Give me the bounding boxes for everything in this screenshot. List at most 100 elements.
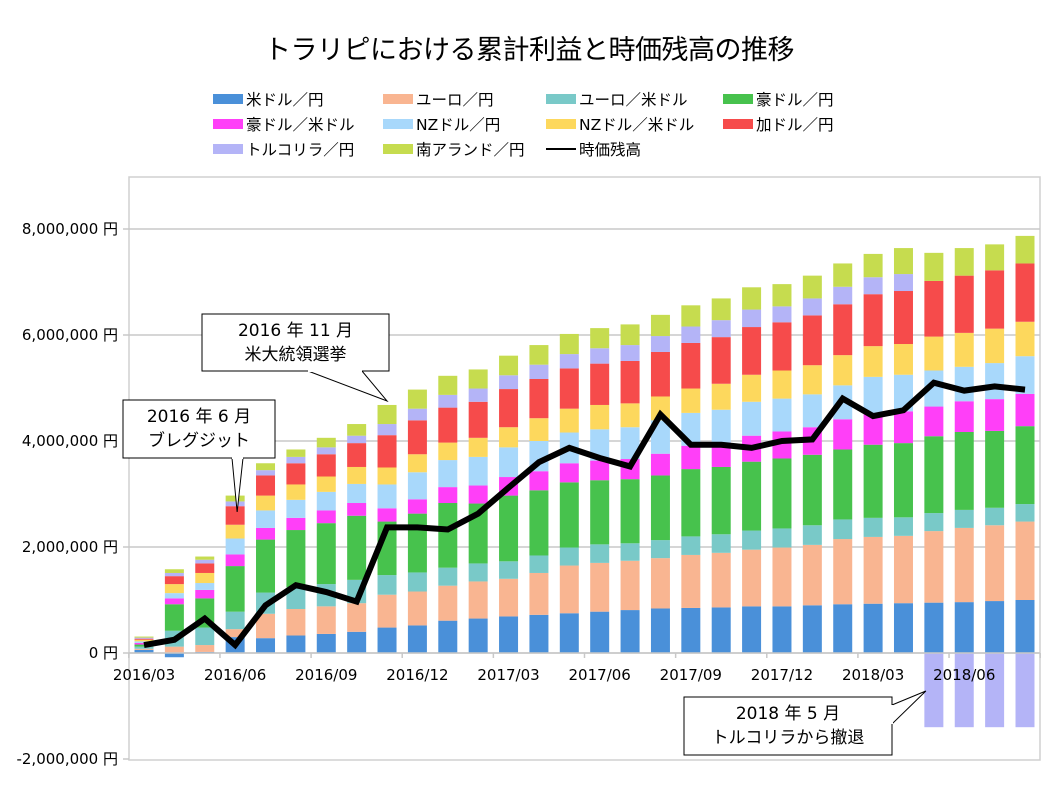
bar-segment — [772, 284, 792, 307]
bar-segment — [772, 547, 792, 607]
bar-segment — [164, 598, 184, 605]
bar-segment — [316, 633, 336, 653]
legend-label: NZドル／円 — [416, 116, 501, 134]
bar-segment — [772, 370, 792, 399]
bar-segment — [438, 460, 458, 488]
bar-segment — [377, 575, 397, 595]
bar-segment — [499, 447, 519, 478]
legend-item: NZドル／米ドル — [546, 113, 694, 135]
bar-segment — [559, 333, 579, 355]
annotation-box — [683, 696, 893, 756]
bar-segment — [620, 324, 640, 346]
bar-segment — [620, 543, 640, 561]
legend-label: ユーロ／米ドル — [579, 91, 688, 109]
bar-segment — [225, 538, 245, 555]
legend-item: トルコリラ／円 — [213, 138, 354, 160]
bar-segment — [954, 401, 974, 432]
annotation-text: 2016 年 6 月 — [147, 407, 251, 427]
x-tick-label: 2017/06 — [569, 666, 631, 684]
bar-segment — [256, 613, 276, 639]
bar-segment — [225, 629, 245, 638]
bar-segment — [407, 572, 427, 592]
plot-frame — [128, 176, 1041, 761]
bar-segment — [620, 360, 640, 404]
bar-segment — [1015, 356, 1035, 394]
bar-segment — [407, 499, 427, 514]
legend-swatch-icon — [383, 119, 413, 129]
bar-segment — [286, 449, 306, 457]
legend-item: 時価残高 — [546, 138, 641, 160]
x-tick-label: 2016/06 — [204, 666, 266, 684]
bar-segment — [833, 604, 853, 653]
bar-segment — [225, 495, 245, 502]
annotation-box — [122, 399, 276, 459]
bar-segment — [134, 637, 154, 639]
annotation-text: ブレグジット — [148, 430, 250, 451]
legend-swatch-icon — [723, 94, 753, 104]
bar-segment — [256, 463, 276, 471]
bar-segment — [954, 653, 974, 728]
bar-segment — [529, 364, 549, 379]
bar-segment — [468, 456, 488, 486]
bar-segment — [802, 454, 822, 526]
bar-segment — [164, 569, 184, 573]
bar-segment — [742, 549, 762, 607]
bar-segment — [863, 603, 883, 653]
legend-line-icon — [546, 148, 576, 150]
bar-segment — [195, 589, 215, 599]
legend-swatch-icon — [723, 119, 753, 129]
bar-segment — [711, 383, 731, 410]
annotation-box — [201, 313, 390, 372]
y-tick-label: 2,000,000 円 — [22, 538, 118, 556]
bar-segment — [590, 404, 610, 430]
bar-segment — [164, 576, 184, 585]
bar-segment — [407, 389, 427, 409]
bar-segment — [499, 355, 519, 376]
bar-segment — [256, 638, 276, 653]
bar-segment — [286, 635, 306, 653]
bar-segment — [893, 443, 913, 518]
bar-segment — [742, 287, 762, 310]
bar-segment — [772, 306, 792, 323]
bar-segment — [438, 487, 458, 504]
annotation-pointer — [307, 370, 389, 403]
bar-segment — [590, 429, 610, 461]
bar-segment — [863, 412, 883, 445]
x-tick-label: 2018/03 — [842, 666, 904, 684]
bar-segment — [620, 345, 640, 361]
bar-segment — [802, 298, 822, 316]
bar-segment — [711, 466, 731, 535]
bar-segment — [620, 479, 640, 544]
bar-segment — [590, 480, 610, 545]
bar-segment — [377, 467, 397, 485]
legend-swatch-icon — [213, 94, 243, 104]
bar-segment — [468, 618, 488, 653]
bar-segment — [438, 620, 458, 653]
bar-segment — [134, 648, 154, 650]
bar-segment — [529, 490, 549, 556]
bar-segment — [316, 491, 336, 511]
bar-segment — [499, 375, 519, 390]
bar-segment — [499, 578, 519, 617]
bar-segment — [954, 527, 974, 603]
bar-segment — [590, 562, 610, 612]
bar-segment — [377, 404, 397, 425]
bar-segment — [985, 399, 1005, 431]
bar-segment — [985, 601, 1005, 653]
bar-segment — [802, 605, 822, 653]
x-tick-label: 2016/12 — [386, 666, 448, 684]
y-tick-label: 6,000,000 円 — [22, 326, 118, 344]
bar-segment — [650, 540, 670, 559]
bar-segment — [347, 435, 367, 444]
bar-segment — [802, 315, 822, 366]
y-tick-label: 4,000,000 円 — [22, 432, 118, 450]
bar-segment — [438, 567, 458, 586]
bar-segment — [407, 454, 427, 473]
bar-segment — [833, 449, 853, 520]
bar-segment — [650, 420, 670, 454]
bar-segment — [256, 470, 276, 476]
bar-segment — [954, 509, 974, 528]
legend-swatch-icon — [383, 94, 413, 104]
bar-segment — [711, 298, 731, 321]
